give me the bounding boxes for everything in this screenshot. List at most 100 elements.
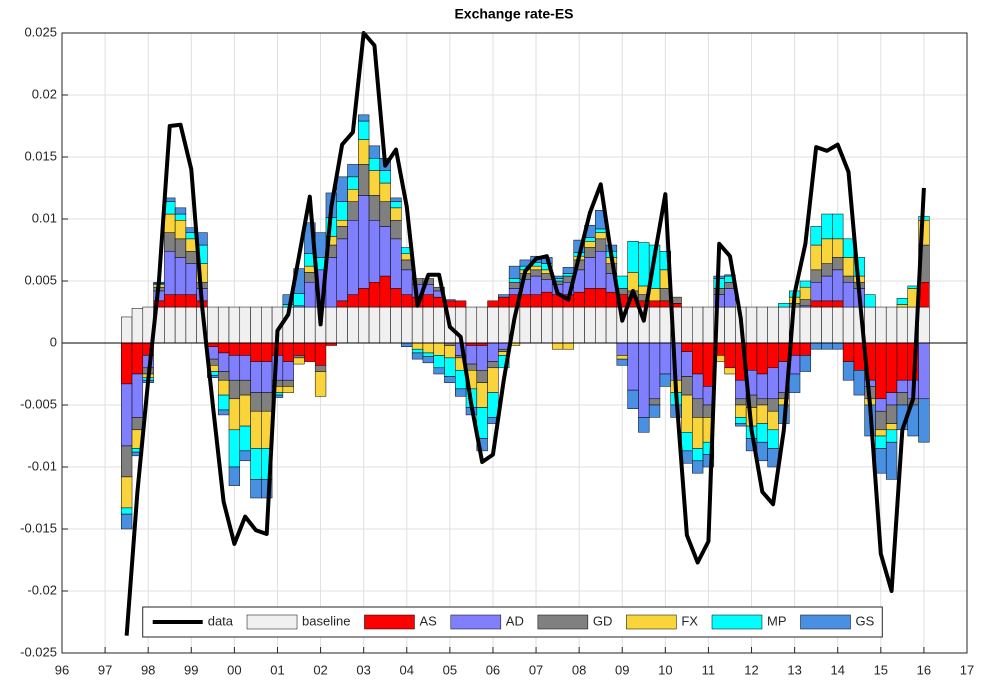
bar-segment (293, 306, 305, 344)
bar-segment (401, 342, 413, 347)
bar-segment (767, 367, 779, 400)
bar-segment (250, 342, 262, 362)
bar-segment (207, 374, 219, 378)
bar-segment (885, 404, 898, 424)
bar-segment (896, 342, 908, 381)
bar-segment (875, 306, 887, 344)
legend-item: GS (800, 613, 875, 630)
bar-segment (724, 288, 736, 308)
bar-segment (778, 303, 790, 308)
bar-segment (648, 398, 661, 406)
bar-segment (541, 291, 553, 308)
chart-title: Exchange rate-ES (454, 6, 573, 22)
y-tick-label: 0.01 (32, 210, 57, 225)
x-tick-label: 00 (227, 662, 241, 677)
bar-segment (487, 342, 499, 362)
bar-segment (131, 308, 144, 344)
bar-segment (336, 300, 348, 308)
bar-segment (842, 306, 855, 344)
bar-segment (584, 247, 596, 258)
bar-segment (239, 342, 251, 356)
x-tick-label: 02 (313, 662, 327, 677)
bar-segment (121, 513, 133, 530)
bar-segment (616, 342, 628, 356)
bar-segment (487, 367, 499, 393)
bar-segment (875, 448, 887, 474)
legend-label: AS (419, 613, 437, 628)
bar-segment (885, 423, 898, 431)
bar-segment (217, 409, 230, 416)
bar-segment (250, 306, 262, 344)
legend-item: AD (450, 613, 524, 630)
bar-segment (239, 306, 251, 344)
bar-segment (476, 382, 488, 408)
bar-segment (810, 244, 822, 271)
bar-segment (368, 219, 381, 283)
bar-segment (875, 429, 887, 437)
bar-segment (358, 195, 370, 289)
bar-segment (250, 410, 262, 449)
y-tick-label: -0.01 (27, 458, 57, 473)
bar-segment (595, 232, 607, 240)
bar-segment (735, 417, 747, 424)
bar-segment (875, 435, 887, 449)
y-tick-label: -0.02 (27, 582, 57, 597)
bar-segment (433, 306, 445, 344)
bar-segment (358, 114, 370, 122)
bar-segment (239, 450, 251, 462)
bar-segment (842, 281, 855, 308)
bar-segment (627, 306, 639, 344)
bar-segment (896, 392, 908, 406)
bar-segment (217, 352, 230, 372)
bar-segment (207, 342, 219, 347)
bar-segment (487, 361, 499, 369)
legend-swatch (450, 614, 502, 630)
bar-segment (692, 448, 704, 462)
bar-segment (228, 342, 241, 356)
bar-segment (217, 371, 230, 381)
bar-segment (498, 306, 510, 344)
bar-segment (627, 389, 639, 409)
bar-segment (401, 269, 413, 295)
bar-segment (842, 238, 855, 258)
bar-segment (250, 361, 262, 393)
legend-item: AS (364, 613, 437, 630)
y-tick-label: 0.015 (24, 148, 57, 163)
bar-segment (411, 342, 424, 350)
bar-segment (724, 306, 736, 344)
bar-segment (692, 373, 704, 400)
bar-segment (164, 306, 176, 344)
bar-segment (368, 306, 381, 344)
bar-segment (788, 373, 801, 393)
bar-segment (347, 201, 359, 221)
bar-segment (756, 404, 768, 424)
bar-segment (702, 306, 715, 344)
bar-segment (799, 299, 812, 307)
bar-segment (584, 257, 596, 289)
x-tick-label: 13 (787, 662, 801, 677)
x-tick-label: 03 (356, 662, 370, 677)
bar-segment (616, 358, 628, 366)
bar-segment (541, 306, 553, 344)
bar-segment (821, 306, 833, 344)
bar-segment (530, 265, 542, 271)
y-tick-label: -0.015 (20, 520, 57, 535)
bar-segment (422, 294, 434, 308)
bar-segment (185, 250, 197, 264)
legend-item: GD (537, 613, 612, 630)
bar-segment (487, 300, 499, 308)
bar-segment (336, 306, 348, 344)
x-tick-label: 99 (184, 662, 198, 677)
bar-segment (314, 342, 327, 366)
bar-segment (411, 306, 424, 344)
bar-segment (605, 291, 618, 308)
bar-segment (681, 394, 693, 433)
bar-segment (799, 355, 812, 372)
bar-segment (562, 267, 575, 274)
bar-segment (207, 306, 219, 344)
bar-segment (918, 342, 930, 400)
bar-segment (121, 383, 133, 447)
bar-segment (735, 423, 747, 427)
x-tick-label: 98 (141, 662, 155, 677)
bar-segment (551, 306, 564, 344)
